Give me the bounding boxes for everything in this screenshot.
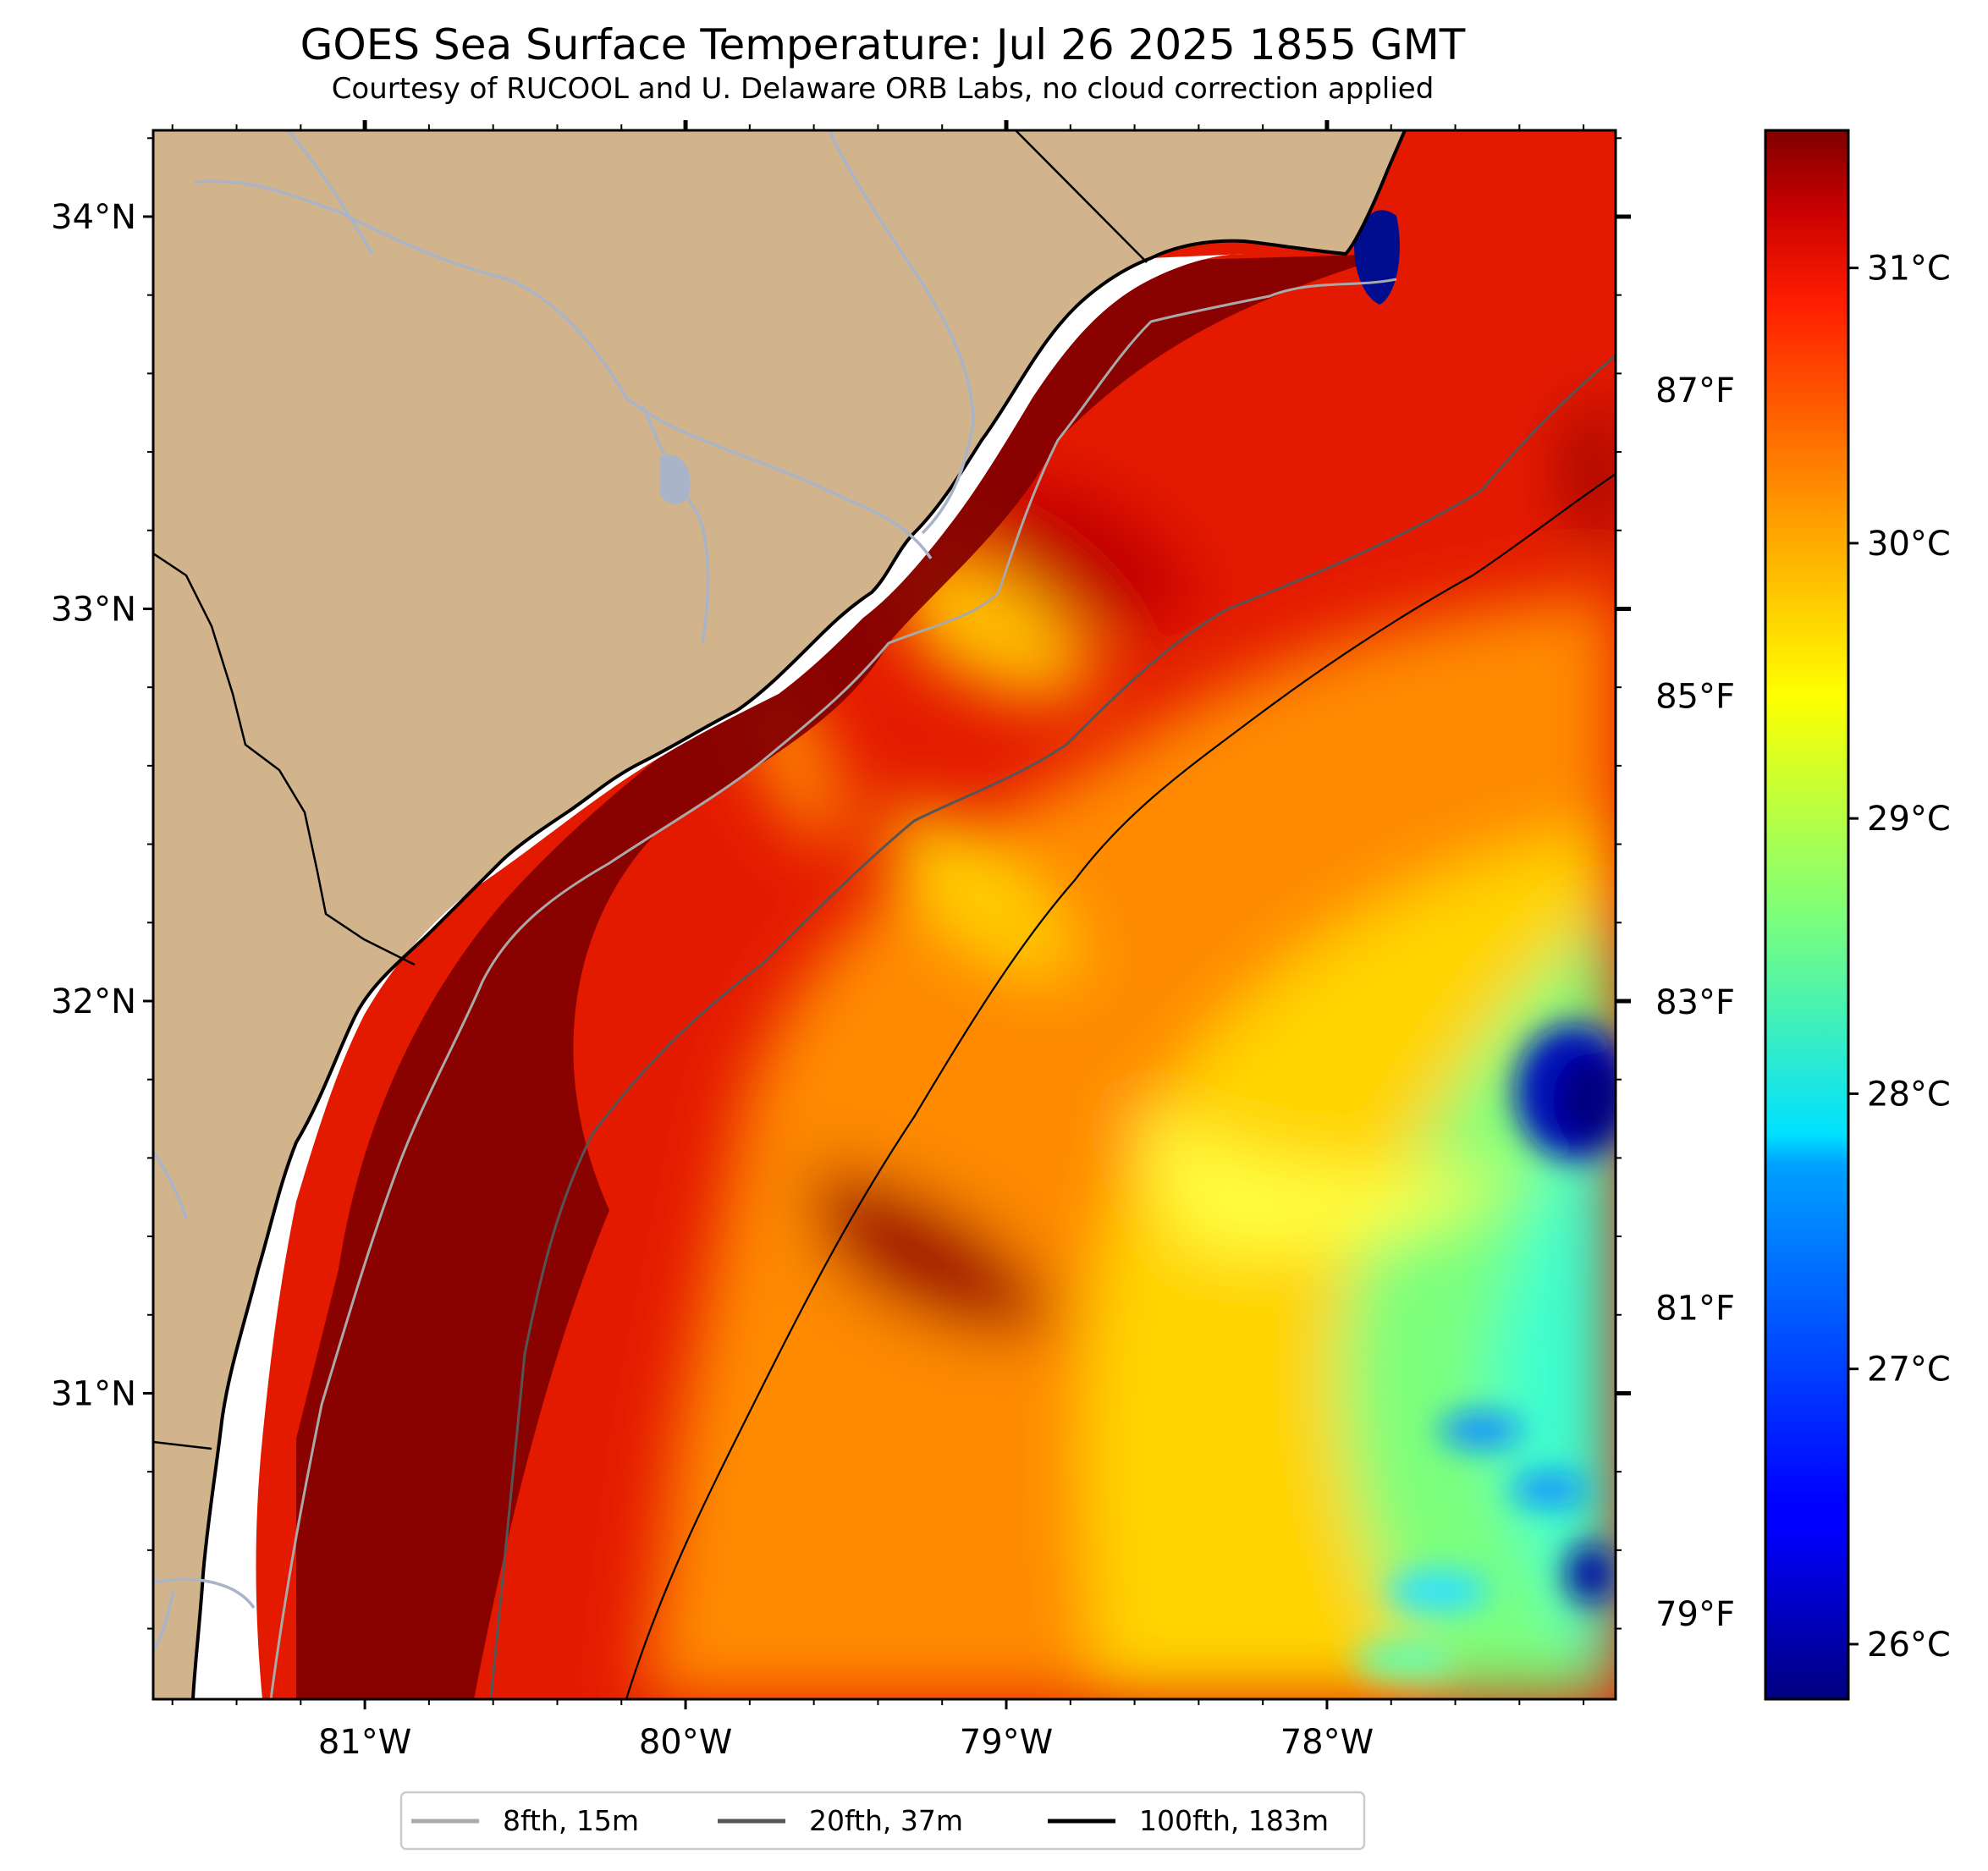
- legend-label: 20fth, 37m: [809, 1804, 963, 1837]
- colorbar-ticks: 31°C 30°C 29°C 28°C 27°C 26°C 87°F 85°F 83°F 81°F…: [1655, 250, 1951, 1665]
- state-boundary: [153, 1440, 212, 1450]
- fahrenheit-tick-label: 83°F: [1655, 983, 1735, 1022]
- sst-cold-patches: [1354, 1024, 1616, 1677]
- chart-title: GOES Sea Surface Temperature: Jul 26 202…: [300, 20, 1466, 69]
- lon-tick-label: 81°W: [318, 1723, 411, 1762]
- lat-tick-label: 32°N: [51, 982, 136, 1021]
- celsius-tick-label: 30°C: [1867, 525, 1951, 564]
- legend: 8fth, 15m 20fth, 37m 100fth, 183m: [411, 1804, 1329, 1837]
- legend-box: [399, 1791, 1366, 1851]
- celsius-tick-label: 28°C: [1867, 1075, 1951, 1114]
- chart-subtitle: Courtesy of RUCOOL and U. Delaware ORB L…: [332, 72, 1435, 106]
- colorbar: [1764, 129, 1850, 1701]
- lat-tick-label: 33°N: [51, 590, 136, 629]
- isobath-8fth: [269, 278, 1397, 1699]
- fahrenheit-tick-label: 85°F: [1655, 678, 1735, 717]
- lon-tick-label: 80°W: [639, 1723, 732, 1762]
- lake: [660, 454, 691, 504]
- celsius-tick-label: 29°C: [1867, 800, 1951, 839]
- legend-label: 100fth, 183m: [1139, 1804, 1329, 1837]
- state-boundary: [153, 552, 416, 966]
- fahrenheit-tick-label: 87°F: [1655, 371, 1735, 410]
- lat-tick-label: 34°N: [51, 198, 136, 237]
- lon-tick-label: 78°W: [1280, 1723, 1374, 1762]
- legend-label: 8fth, 15m: [503, 1804, 639, 1837]
- celsius-tick-label: 31°C: [1867, 250, 1951, 289]
- state-boundary: [1015, 130, 1148, 263]
- lon-tick-label: 79°W: [960, 1723, 1053, 1762]
- coastline: [191, 130, 1407, 1699]
- map-panel: [153, 130, 1616, 1699]
- fahrenheit-tick-label: 79°F: [1655, 1595, 1735, 1634]
- nearshore-warm-band: [296, 254, 1396, 1699]
- map-ticks: 81°W 80°W 79°W 78°W 34°N 33°N 32°N 31°N: [51, 120, 1631, 1762]
- celsius-tick-label: 27°C: [1867, 1351, 1951, 1389]
- isobath-100fth: [625, 473, 1616, 1699]
- isobath-20fth: [489, 354, 1616, 1699]
- land: [153, 130, 1405, 1699]
- fahrenheit-tick-label: 81°F: [1655, 1289, 1735, 1328]
- rivers: [153, 130, 975, 1652]
- celsius-tick-label: 26°C: [1867, 1626, 1951, 1665]
- lat-tick-label: 31°N: [51, 1374, 136, 1413]
- map-frame: [151, 129, 1617, 1701]
